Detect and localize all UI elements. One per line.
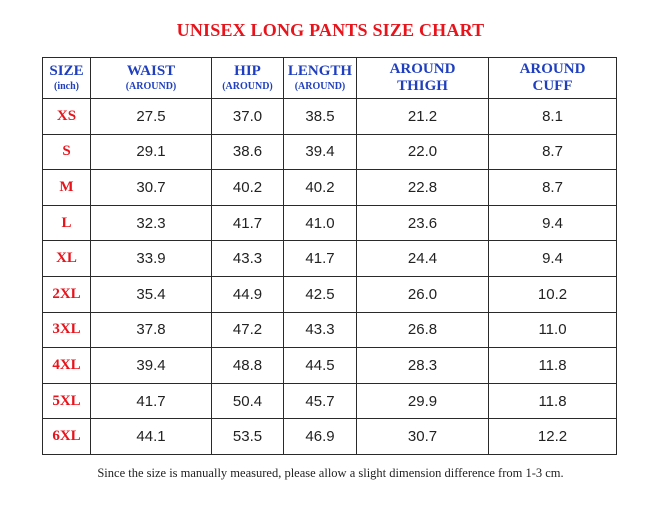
size-label: 2XL [42,275,91,313]
cuff-value: 8.7 [488,133,617,171]
chart-title: UNISEX LONG PANTS SIZE CHART [176,20,485,40]
waist-value: 41.7 [90,382,212,420]
size-label: XS [42,98,91,135]
cuff-value: 9.4 [488,204,617,242]
header-size-unit: (inch) [54,80,79,92]
header-thigh: AROUND THIGH [356,57,489,99]
thigh-value: 30.7 [356,418,489,455]
table-row: XL 33.9 43.3 41.7 24.4 9.4 [42,240,617,277]
length-value: 38.5 [283,98,357,135]
header-row: SIZE (inch) WAIST (AROUND) HIP (AROUND) … [42,57,617,99]
thigh-value: 29.9 [356,382,489,420]
table-row: 4XL 39.4 48.8 44.5 28.3 11.8 [42,347,617,384]
table-row: XS 27.5 37.0 38.5 21.2 8.1 [42,98,617,135]
cuff-value: 9.4 [488,240,617,277]
size-label: 4XL [42,347,91,384]
header-length: LENGTH (AROUND) [283,57,357,99]
table-row: 2XL 35.4 44.9 42.5 26.0 10.2 [42,275,617,313]
table-row: L 32.3 41.7 41.0 23.6 9.4 [42,204,617,242]
table-row: 5XL 41.7 50.4 45.7 29.9 11.8 [42,382,617,420]
header-length-label: LENGTH [287,62,353,79]
size-label: M [42,169,91,206]
cuff-value: 8.7 [488,169,617,206]
length-value: 45.7 [283,382,357,420]
thigh-value: 22.8 [356,169,489,206]
hip-value: 40.2 [211,169,284,206]
length-value: 41.7 [283,240,357,277]
hip-value: 50.4 [211,382,284,420]
hip-value: 38.6 [211,133,284,171]
thigh-value: 24.4 [356,240,489,277]
cuff-value: 11.8 [488,347,617,384]
waist-value: 29.1 [90,133,212,171]
header-hip: HIP (AROUND) [211,57,284,99]
table-row: 6XL 44.1 53.5 46.9 30.7 12.2 [42,418,617,455]
size-chart-table: SIZE (inch) WAIST (AROUND) HIP (AROUND) … [42,57,617,455]
header-hip-label: HIP [234,62,261,79]
table-row: 3XL 37.8 47.2 43.3 26.8 11.0 [42,311,617,349]
hip-value: 43.3 [211,240,284,277]
size-label: XL [42,240,91,277]
measurement-note: Since the size is manually measured, ple… [97,466,564,480]
size-label: 6XL [42,418,91,455]
table-row: S 29.1 38.6 39.4 22.0 8.7 [42,133,617,171]
cuff-value: 11.0 [488,311,617,349]
size-label: L [42,204,91,242]
size-label: S [42,133,91,171]
length-value: 40.2 [283,169,357,206]
header-length-sub: (AROUND) [294,80,346,92]
header-cuff: AROUND CUFF [488,57,617,99]
waist-value: 37.8 [90,311,212,349]
waist-value: 32.3 [90,204,212,242]
hip-value: 37.0 [211,98,284,135]
table-row: M 30.7 40.2 40.2 22.8 8.7 [42,169,617,206]
size-label: 5XL [42,382,91,420]
thigh-value: 26.0 [356,275,489,313]
length-value: 39.4 [283,133,357,171]
length-value: 41.0 [283,204,357,242]
length-value: 42.5 [283,275,357,313]
thigh-value: 26.8 [356,311,489,349]
size-rows: XS 27.5 37.0 38.5 21.2 8.1 S 29.1 38.6 3… [42,98,617,455]
length-value: 44.5 [283,347,357,384]
thigh-value: 23.6 [356,204,489,242]
waist-value: 33.9 [90,240,212,277]
hip-value: 53.5 [211,418,284,455]
thigh-value: 22.0 [356,133,489,171]
thigh-value: 21.2 [356,98,489,135]
waist-value: 27.5 [90,98,212,135]
waist-value: 35.4 [90,275,212,313]
header-size-label: SIZE [49,62,84,79]
header-waist-label: WAIST [126,62,176,79]
hip-value: 48.8 [211,347,284,384]
cuff-value: 8.1 [488,98,617,135]
waist-value: 39.4 [90,347,212,384]
size-label: 3XL [42,311,91,349]
hip-value: 44.9 [211,275,284,313]
waist-value: 44.1 [90,418,212,455]
header-waist: WAIST (AROUND) [90,57,212,99]
header-size: SIZE (inch) [42,57,91,99]
cuff-value: 10.2 [488,275,617,313]
length-value: 46.9 [283,418,357,455]
cuff-value: 12.2 [488,418,617,455]
length-value: 43.3 [283,311,357,349]
hip-value: 41.7 [211,204,284,242]
header-thigh-label: AROUND THIGH [389,60,456,94]
waist-value: 30.7 [90,169,212,206]
header-waist-sub: (AROUND) [125,80,177,92]
header-cuff-label: AROUND CUFF [519,60,586,94]
thigh-value: 28.3 [356,347,489,384]
header-hip-sub: (AROUND) [222,80,273,92]
cuff-value: 11.8 [488,382,617,420]
hip-value: 47.2 [211,311,284,349]
